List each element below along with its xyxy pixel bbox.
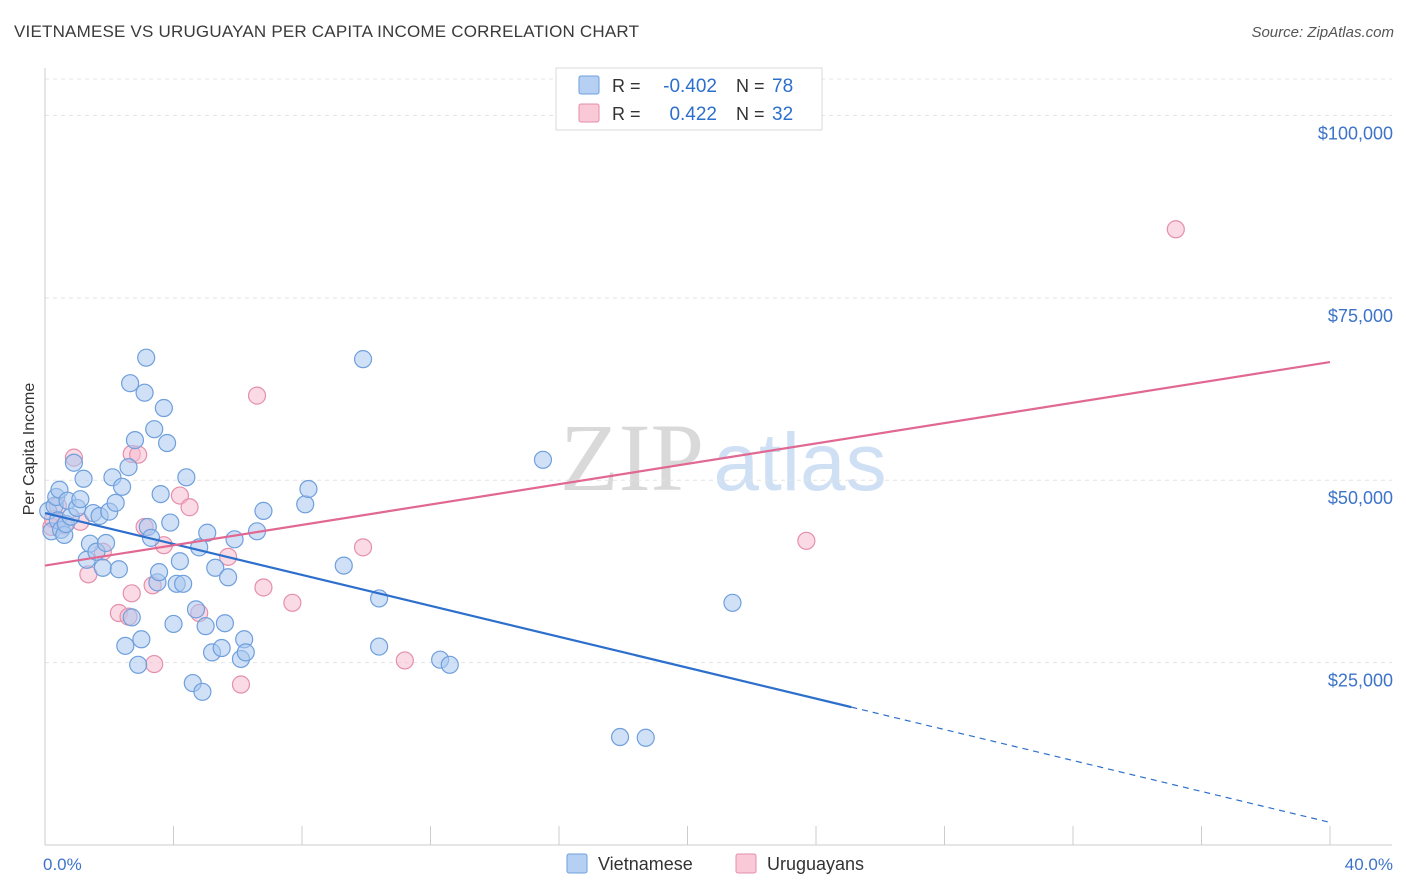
vietnamese-point-27 [116, 636, 135, 655]
vietnamese-point-42 [154, 398, 173, 418]
legend: R = -0.402 N = 78 R = 0.422 N = 32 [555, 67, 823, 131]
vietnamese-point-21 [96, 533, 116, 553]
vietnamese-point-24 [106, 493, 125, 512]
vietnamese-point-58 [212, 638, 231, 658]
vietnamese-point-20 [93, 558, 112, 577]
x-tick-label-min: 0.0% [43, 855, 82, 874]
vietnamese-point-11 [64, 453, 84, 472]
uruguayans-point-22 [247, 386, 267, 405]
legend-n-label-1: N = [736, 76, 765, 96]
legend-n-value-1: 78 [772, 76, 793, 97]
legend-n-value-2: 32 [772, 104, 793, 125]
x-ticks [44, 826, 1331, 845]
vietnamese-point-72 [370, 637, 389, 656]
uruguayans-point-27 [797, 531, 816, 550]
vietnamese-point-14 [74, 469, 93, 488]
vietnamese-point-43 [157, 433, 177, 453]
vietnamese-point-60 [219, 568, 238, 587]
vietnamese-point-29 [121, 374, 140, 393]
vietnamese-point-47 [170, 552, 190, 571]
chart-title: VIETNAMESE VS URUGUAYAN PER CAPITA INCOM… [14, 22, 640, 41]
vietnamese-point-31 [125, 431, 145, 450]
legend-swatch-vietnamese [578, 75, 600, 95]
vietnamese-point-25 [109, 560, 128, 579]
watermark-atlas: atlas [713, 417, 886, 508]
vietnamese-point-34 [135, 383, 154, 402]
y-tick-label-2: $75,000 [1328, 306, 1393, 326]
watermark-zip: ZIP [560, 404, 704, 511]
vietnamese-trend-extension [851, 706, 1331, 823]
vietnamese-points [39, 348, 742, 747]
bottom-legend-vietnamese: Vietnamese [598, 854, 693, 874]
uruguayans-point-17 [170, 486, 190, 505]
legend-r-label-1: R = [612, 76, 641, 96]
trend-lines [44, 360, 1331, 823]
legend-r-value-1: -0.402 [663, 76, 717, 97]
vietnamese-point-69 [334, 556, 353, 575]
uruguayans-point-24 [283, 593, 302, 612]
legend-box [555, 67, 823, 131]
legend-n-label-2: N = [736, 104, 765, 124]
vietnamese-point-74 [440, 655, 459, 674]
vietnamese-point-66 [254, 501, 273, 520]
uruguayans-point-23 [254, 578, 273, 597]
vietnamese-point-75 [533, 450, 553, 469]
vietnamese-point-78 [723, 593, 742, 612]
vietnamese-point-33 [132, 630, 151, 649]
vietnamese-point-54 [196, 617, 215, 636]
x-tick-label-max: 40.0% [1345, 855, 1393, 874]
vietnamese-point-76 [610, 727, 630, 747]
vietnamese-point-53 [193, 682, 212, 701]
vietnamese-point-61 [225, 530, 244, 549]
vietnamese-point-55 [198, 523, 217, 542]
bottom-legend-uruguayans: Uruguayans [767, 854, 864, 874]
watermark: ZIP atlas [560, 404, 887, 511]
chart-source: Source: ZipAtlas.com [1251, 24, 1394, 41]
vietnamese-point-13 [71, 490, 90, 509]
uruguayans-trend-line [44, 360, 1331, 567]
legend-swatch-uruguayans [578, 103, 600, 123]
legend-r-label-2: R = [612, 104, 641, 124]
vietnamese-point-35 [137, 348, 156, 367]
uruguayans-point-12 [122, 584, 141, 603]
uruguayans-point-28 [1166, 220, 1185, 239]
uruguayans-point-25 [353, 538, 373, 557]
bottom-legend: Vietnamese Uruguayans [566, 853, 864, 874]
y-tick-label-3: $100,000 [1318, 123, 1393, 143]
y-tick-label-0: $25,000 [1328, 671, 1393, 691]
vietnamese-point-30 [122, 608, 141, 627]
uruguayans-point-26 [395, 651, 414, 670]
vietnamese-point-38 [145, 420, 164, 439]
vietnamese-point-41 [151, 484, 170, 504]
uruguayans-point-18 [180, 498, 199, 517]
gridlines [45, 78, 1392, 664]
vietnamese-point-40 [149, 563, 169, 582]
vietnamese-point-49 [177, 468, 196, 487]
uruguayans-point-21 [231, 675, 251, 694]
vietnamese-point-57 [206, 558, 225, 577]
vietnamese-point-68 [299, 479, 318, 499]
vietnamese-point-70 [353, 350, 373, 369]
vietnamese-point-59 [215, 614, 234, 633]
vietnamese-point-45 [164, 614, 183, 634]
vietnamese-point-32 [129, 655, 148, 674]
vietnamese-point-77 [636, 728, 655, 747]
vietnamese-point-51 [186, 600, 206, 619]
bottom-legend-swatch-vietnamese [566, 853, 588, 874]
y-axis-title: Per Capita Income [21, 383, 38, 516]
y-tick-labels: $25,000 $50,000 $75,000 $100,000 [1318, 123, 1393, 690]
y-tick-label-1: $50,000 [1328, 488, 1393, 508]
legend-r-value-2: 0.422 [669, 104, 717, 125]
bottom-legend-swatch-uruguayans [735, 853, 757, 874]
vietnamese-point-48 [174, 574, 193, 593]
vietnamese-point-67 [296, 495, 315, 514]
vietnamese-point-44 [161, 513, 180, 532]
vietnamese-point-64 [236, 643, 255, 662]
uruguayans-point-15 [145, 654, 164, 674]
vietnamese-point-26 [112, 477, 132, 496]
vietnamese-point-28 [119, 458, 138, 477]
